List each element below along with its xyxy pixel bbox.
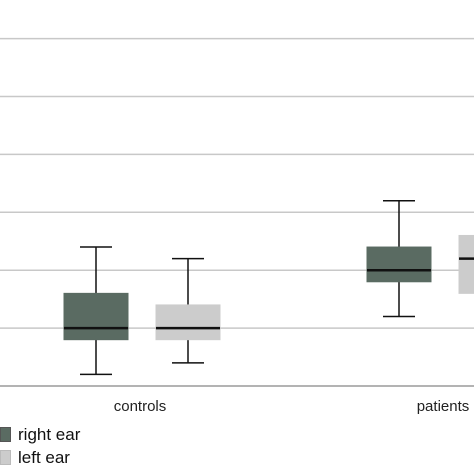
legend-item-left-ear: left ear xyxy=(0,446,80,469)
legend-label-right-ear: right ear xyxy=(18,424,81,444)
box-iqr xyxy=(458,234,474,294)
legend-swatch-left-ear xyxy=(0,450,11,465)
legend-item-right-ear: right ear xyxy=(0,423,80,446)
category-label-patients: patients xyxy=(417,398,470,415)
legend: right ear left ear xyxy=(0,423,80,469)
legend-swatch-right-ear xyxy=(0,427,11,442)
box-iqr xyxy=(366,246,432,283)
box-left-ear-patients xyxy=(458,234,474,294)
category-label-controls: controls xyxy=(114,398,167,415)
legend-label-left-ear: left ear xyxy=(18,447,70,467)
box-left-ear-controls xyxy=(155,257,221,364)
box-right-ear-controls xyxy=(63,246,129,376)
box-series xyxy=(63,199,474,376)
box-iqr xyxy=(63,292,129,341)
gridlines xyxy=(0,37,474,329)
box-right-ear-patients xyxy=(366,199,432,318)
box-iqr xyxy=(155,304,221,341)
